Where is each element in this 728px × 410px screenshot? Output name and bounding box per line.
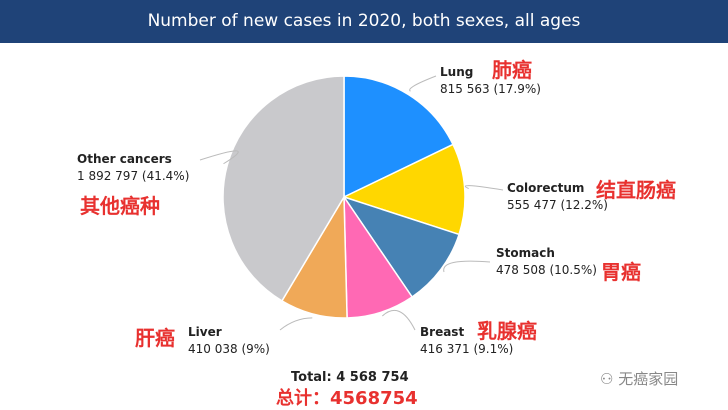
- total-label: Total: 4 568 754: [291, 370, 409, 385]
- pie-slice-other-cancers: [222, 75, 345, 302]
- leader-line: [279, 317, 313, 331]
- pie-slice-lung: [343, 75, 454, 199]
- leader-line: [464, 185, 504, 191]
- cn-label-liver: 肝癌: [135, 326, 175, 350]
- watermark: ⚇ 无癌家园: [600, 370, 679, 388]
- label-colorectum: Colorectum 555 477 (12.2%): [507, 181, 608, 212]
- leader-line: [199, 150, 239, 165]
- leader-line: [409, 75, 437, 92]
- pie-slice-stomach: [342, 195, 461, 299]
- cn-label-stomach: 胃癌: [601, 260, 641, 284]
- cn-label-lung: 肺癌: [492, 58, 532, 82]
- wechat-icon: ⚇: [600, 370, 619, 388]
- total-cn-label: 总计：4568754: [276, 388, 418, 409]
- leader-line: [443, 260, 491, 273]
- chart-title: Number of new cases in 2020, both sexes,…: [0, 0, 728, 43]
- leader-line: [381, 309, 416, 331]
- label-breast: Breast 416 371 (9.1%): [420, 325, 514, 356]
- cn-label-colorectum: 结直肠癌: [596, 178, 676, 202]
- label-liver: Liver 410 038 (9%): [188, 325, 270, 356]
- label-lung: Lung 815 563 (17.9%): [440, 65, 541, 96]
- cn-label-breast: 乳腺癌: [477, 319, 537, 343]
- cn-label-other: 其他癌种: [80, 194, 160, 218]
- label-stomach: Stomach 478 508 (10.5%): [496, 246, 597, 277]
- pie-slice-colorectum: [341, 143, 466, 236]
- label-other: Other cancers 1 892 797 (41.4%): [77, 152, 190, 183]
